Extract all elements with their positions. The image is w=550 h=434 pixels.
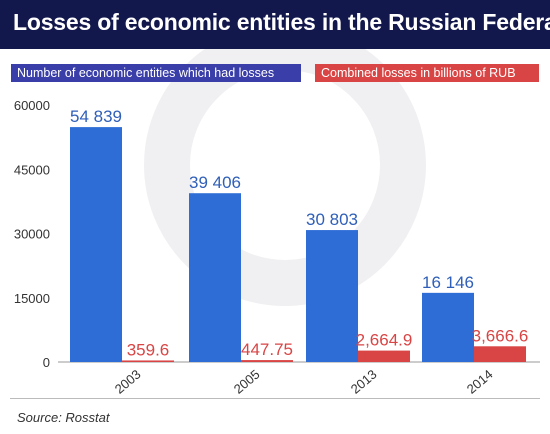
x-tick-label: 2003: [112, 367, 144, 397]
legend-entry-entities: Number of economic entities which had lo…: [11, 64, 301, 82]
x-tick-label: 2014: [464, 367, 496, 397]
bars: [70, 127, 526, 362]
footer-divider: [10, 398, 540, 399]
y-tick-label: 15000: [14, 291, 50, 306]
y-tick-label: 30000: [14, 227, 50, 242]
data-label-losses: 359.6: [127, 340, 170, 359]
data-label-entities: 39 406: [189, 173, 241, 192]
y-tick-label: 60000: [14, 98, 50, 113]
legend-entry-losses: Combined losses in billions of RUB: [315, 64, 539, 82]
x-tick-label: 2005: [231, 367, 263, 397]
y-tick-label: 0: [43, 355, 50, 370]
data-label-losses: 447.75: [241, 340, 293, 359]
bar-losses: [122, 360, 174, 362]
source-note: Source: Rosstat: [17, 410, 110, 425]
data-label-losses: 3,666.6: [472, 326, 529, 345]
bar-entities: [189, 193, 241, 362]
bar-entities: [306, 230, 358, 362]
x-axis: 2003 2005 2013 2014: [58, 361, 540, 397]
chart-title: Losses of economic entities in the Russi…: [13, 9, 550, 35]
x-tick-label: 2013: [348, 367, 380, 397]
bar-entities: [70, 127, 122, 362]
bar-entities: [422, 292, 474, 362]
bar-losses: [241, 360, 293, 362]
data-label-entities: 16 146: [422, 273, 474, 292]
data-label-entities: 54 839: [70, 107, 122, 126]
bar-losses: [474, 346, 526, 362]
bar-losses: [358, 350, 410, 362]
bar-labels: 54 839 359.6 39 406 447.75 30 803 2,664.9 16 1…: [70, 107, 528, 359]
title-bar: Losses of economic entities in the Russi…: [0, 0, 550, 49]
y-tick-label: 45000: [14, 162, 50, 177]
data-label-entities: 30 803: [306, 210, 358, 229]
data-label-losses: 2,664.9: [356, 331, 413, 350]
y-axis: 0 15000 30000 45000 60000: [14, 98, 50, 370]
